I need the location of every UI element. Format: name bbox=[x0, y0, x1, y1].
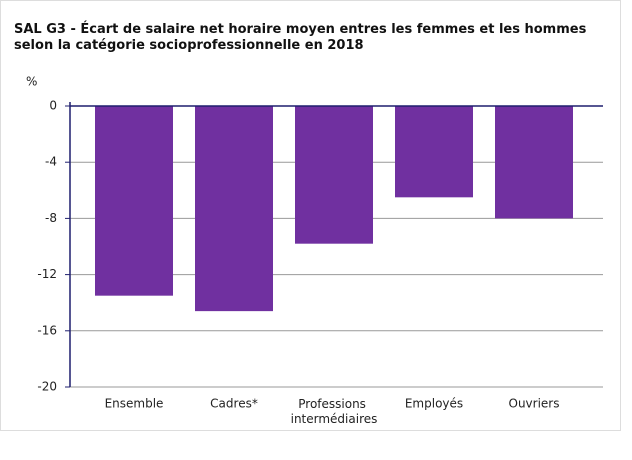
bar bbox=[295, 106, 373, 244]
bar bbox=[495, 106, 573, 219]
y-tick-label: -4 bbox=[45, 155, 57, 169]
y-tick-label: -8 bbox=[45, 211, 57, 225]
y-tick-label: -16 bbox=[37, 323, 57, 337]
x-tick-label: Cadres* bbox=[210, 397, 258, 411]
y-tick-label: -20 bbox=[37, 380, 57, 394]
y-tick-label: 0 bbox=[49, 99, 57, 113]
bar bbox=[395, 106, 473, 198]
frame bbox=[0, 0, 621, 431]
x-tick-label: Professions intermédiaires bbox=[291, 397, 378, 426]
x-tick-label: Ensemble bbox=[105, 397, 164, 411]
chart-title: SAL G3 - Écart de salaire net horaire mo… bbox=[14, 22, 587, 53]
x-tick-label: Ouvriers bbox=[509, 397, 560, 411]
bar bbox=[95, 106, 173, 296]
y-tick-label: -12 bbox=[37, 267, 57, 281]
bar bbox=[195, 106, 273, 312]
x-tick-label: Employés bbox=[405, 397, 463, 411]
y-axis-label: % bbox=[26, 75, 37, 89]
